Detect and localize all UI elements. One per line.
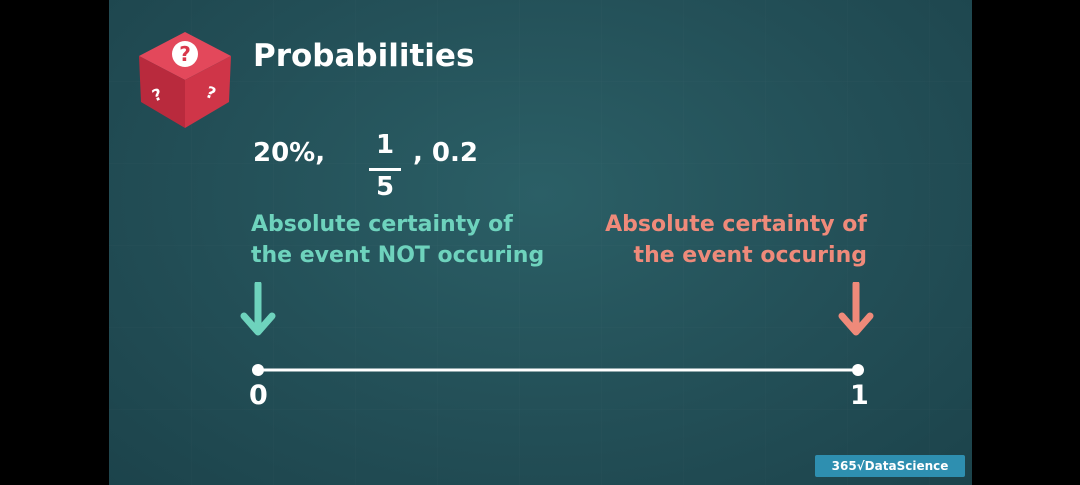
fraction: 1 5	[367, 130, 403, 210]
arrow-down-icon	[838, 280, 874, 343]
fraction-numerator: 1	[375, 130, 395, 160]
decimal-value: , 0.2	[413, 138, 478, 168]
brand-logo: 365√DataScience	[815, 455, 965, 477]
fraction-bar	[369, 168, 401, 171]
label-occurring: Absolute certainty of the event occuring	[605, 209, 867, 271]
svg-text:?: ?	[179, 42, 191, 66]
fraction-denominator: 5	[375, 172, 395, 202]
slide-title: Probabilities	[253, 38, 475, 74]
probability-number-line	[252, 360, 864, 380]
label-not-occurring-line1: Absolute certainty of	[251, 212, 513, 237]
axis-min-label: 0	[249, 380, 268, 411]
arrow-down-icon	[240, 280, 276, 343]
probability-expression: 20%, 1 5 , 0.2	[253, 130, 513, 210]
question-dice-icon: ? ? ?	[135, 28, 235, 137]
background-pattern	[109, 0, 972, 485]
label-not-occurring-line2: the event NOT occuring	[251, 243, 545, 268]
line-end-point	[852, 364, 864, 376]
slide-canvas: ? ? ? Probabilities 20%, 1 5 , 0.2 Absol…	[109, 0, 972, 485]
axis-max-label: 1	[850, 380, 869, 411]
line-start-point	[252, 364, 264, 376]
label-occurring-line2: the event occuring	[633, 243, 867, 268]
percent-value: 20%,	[253, 138, 326, 168]
label-not-occurring: Absolute certainty of the event NOT occu…	[251, 209, 544, 271]
label-occurring-line1: Absolute certainty of	[605, 212, 867, 237]
